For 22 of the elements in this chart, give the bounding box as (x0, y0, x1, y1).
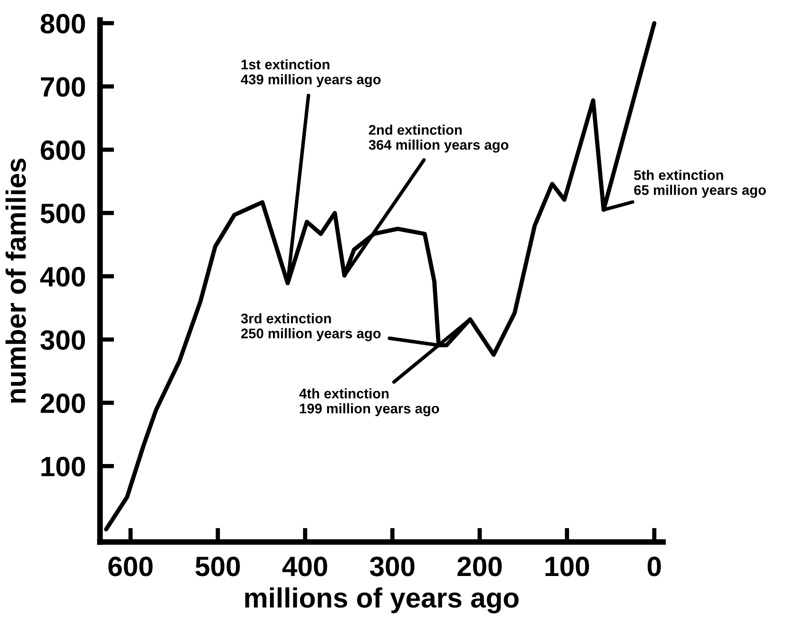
x-tick-label: 0 (648, 556, 661, 576)
x-tick-label: 200 (457, 556, 502, 576)
y-tick-label: 600 (40, 140, 85, 160)
y-tick-label: 700 (40, 77, 85, 97)
x-tick-label: 400 (282, 556, 328, 576)
annotation: 1st extinction 439 million years ago (240, 59, 381, 88)
annotation: 5th extinction 65 million years ago (634, 170, 766, 198)
y-tick-label: 300 (40, 330, 85, 350)
x-tick-label: 600 (108, 556, 153, 576)
annotation: 4th extinction 199 million years ago (299, 388, 440, 416)
y-tick-label: 100 (42, 456, 85, 476)
annotation: 2nd extinction 364 million years ago (368, 124, 508, 153)
x-axis-title: millions of years ago (245, 587, 519, 614)
x-tick-label: 500 (196, 556, 240, 576)
y-tick-label: 500 (40, 204, 85, 224)
annotation: 3rd extinction 250 million years ago (240, 313, 381, 342)
y-tick-label: 200 (40, 393, 85, 414)
x-tick-label: 300 (370, 556, 414, 576)
y-tick-label: 800 (40, 14, 85, 34)
y-axis-title: number of families (6, 158, 26, 403)
y-tick-label: 400 (40, 266, 85, 287)
x-tick-label: 100 (546, 556, 590, 576)
